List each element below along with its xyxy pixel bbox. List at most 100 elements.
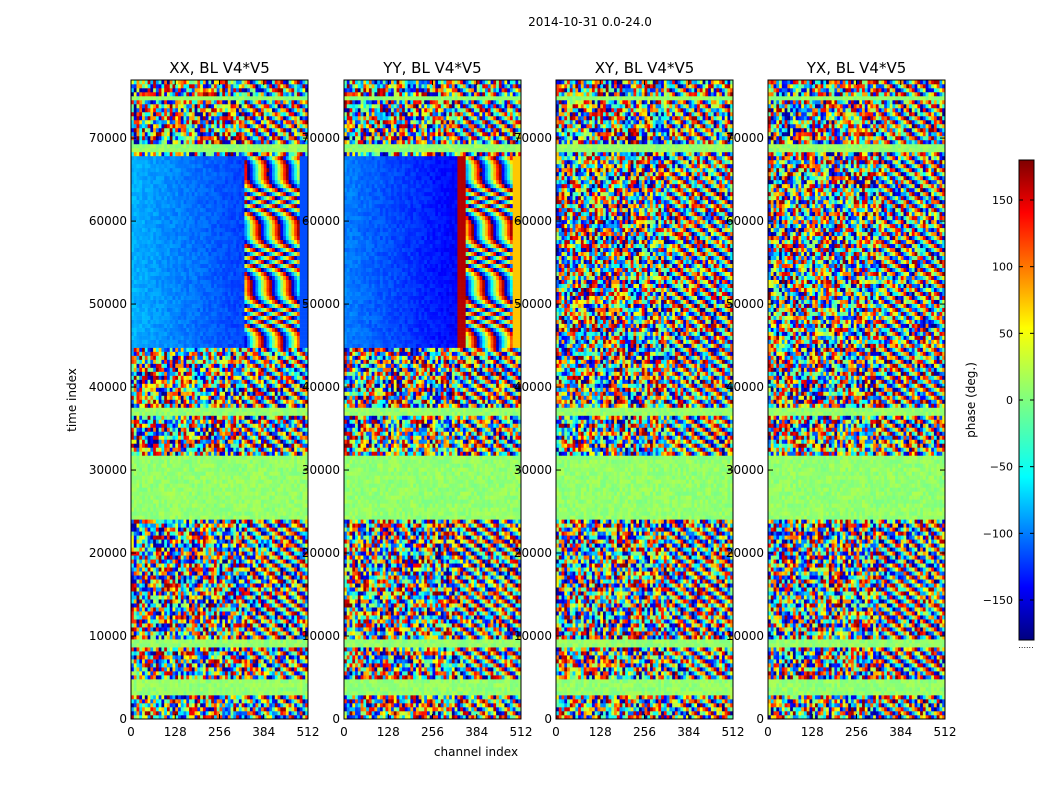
heatmap-cell bbox=[150, 663, 153, 667]
heatmap-cell bbox=[164, 711, 167, 715]
heatmap-cell bbox=[203, 695, 206, 699]
heatmap-cell bbox=[145, 683, 148, 687]
heatmap-cell bbox=[291, 623, 294, 627]
heatmap-cell bbox=[137, 627, 140, 631]
heatmap-cell bbox=[184, 683, 187, 687]
heatmap-cell bbox=[222, 635, 225, 639]
heatmap-cell bbox=[269, 575, 272, 579]
heatmap-cell bbox=[150, 583, 153, 587]
heatmap-cell bbox=[250, 643, 253, 647]
heatmap-cell bbox=[186, 695, 189, 699]
heatmap-cell bbox=[255, 631, 258, 635]
heatmap-cell bbox=[197, 639, 200, 643]
heatmap-cell bbox=[222, 703, 225, 707]
heatmap-cell bbox=[181, 583, 184, 587]
heatmap-cell bbox=[186, 683, 189, 687]
heatmap-cell bbox=[228, 679, 231, 683]
heatmap-cell bbox=[222, 631, 225, 635]
heatmap-cell bbox=[178, 647, 181, 651]
heatmap-cell bbox=[217, 671, 220, 675]
heatmap-cell bbox=[137, 679, 140, 683]
heatmap-cell bbox=[242, 611, 245, 615]
heatmap-cell bbox=[156, 615, 159, 619]
heatmap-cell bbox=[178, 635, 181, 639]
heatmap-cell bbox=[178, 627, 181, 631]
heatmap-cell bbox=[159, 551, 162, 555]
heatmap-cell bbox=[258, 691, 261, 695]
heatmap-cell bbox=[255, 675, 258, 679]
heatmap-cell bbox=[302, 699, 305, 703]
heatmap-cell bbox=[211, 695, 214, 699]
heatmap-cell bbox=[244, 635, 247, 639]
heatmap-cell bbox=[269, 687, 272, 691]
heatmap-cell bbox=[203, 599, 206, 603]
heatmap-cell bbox=[253, 651, 256, 655]
heatmap-cell bbox=[225, 691, 228, 695]
heatmap-cell bbox=[242, 567, 245, 571]
heatmap-cell bbox=[206, 631, 209, 635]
heatmap-cell bbox=[267, 667, 270, 671]
heatmap-cell bbox=[217, 547, 220, 551]
heatmap-cell bbox=[184, 663, 187, 667]
heatmap-cell bbox=[258, 619, 261, 623]
heatmap-cell bbox=[175, 551, 178, 555]
heatmap-cell bbox=[286, 671, 289, 675]
heatmap-cell bbox=[278, 631, 281, 635]
heatmap-cell bbox=[164, 631, 167, 635]
heatmap-cell bbox=[294, 631, 297, 635]
heatmap-cell bbox=[302, 567, 305, 571]
heatmap-cell bbox=[297, 667, 300, 671]
heatmap-cell bbox=[302, 615, 305, 619]
heatmap-cell bbox=[269, 683, 272, 687]
heatmap-cell bbox=[297, 655, 300, 659]
heatmap-cell bbox=[250, 579, 253, 583]
heatmap-cell bbox=[181, 695, 184, 699]
heatmap-cell bbox=[148, 643, 151, 647]
heatmap-cell bbox=[200, 643, 203, 647]
heatmap-cell bbox=[142, 599, 145, 603]
heatmap-cell bbox=[269, 579, 272, 583]
heatmap-cell bbox=[139, 647, 142, 651]
heatmap-cell bbox=[239, 587, 242, 591]
heatmap-cell bbox=[203, 635, 206, 639]
heatmap-cell bbox=[170, 583, 173, 587]
heatmap-cell bbox=[275, 675, 278, 679]
heatmap-cell bbox=[167, 663, 170, 667]
heatmap-cell bbox=[189, 683, 192, 687]
heatmap-cell bbox=[267, 603, 270, 607]
heatmap-cell bbox=[145, 687, 148, 691]
heatmap-cell bbox=[286, 711, 289, 715]
heatmap-cell bbox=[264, 571, 267, 575]
heatmap-cell bbox=[244, 703, 247, 707]
heatmap-cell bbox=[214, 547, 217, 551]
heatmap-cell bbox=[269, 667, 272, 671]
heatmap-cell bbox=[184, 611, 187, 615]
heatmap-cell bbox=[172, 599, 175, 603]
heatmap-cell bbox=[181, 703, 184, 707]
heatmap-cell bbox=[233, 659, 236, 663]
heatmap-cell bbox=[153, 571, 156, 575]
panel-1-heatmap bbox=[131, 80, 308, 719]
heatmap-cell bbox=[214, 707, 217, 711]
heatmap-cell bbox=[178, 579, 181, 583]
heatmap-cell bbox=[300, 643, 303, 647]
heatmap-cell bbox=[184, 635, 187, 639]
heatmap-cell bbox=[134, 667, 137, 671]
heatmap-cell bbox=[278, 711, 281, 715]
heatmap-cell bbox=[261, 667, 264, 671]
heatmap-cell bbox=[250, 667, 253, 671]
heatmap-cell bbox=[170, 571, 173, 575]
heatmap-cell bbox=[291, 635, 294, 639]
heatmap-cell bbox=[153, 655, 156, 659]
heatmap-cell bbox=[184, 571, 187, 575]
heatmap-cell bbox=[258, 627, 261, 631]
heatmap-cell bbox=[250, 591, 253, 595]
heatmap-cell bbox=[297, 671, 300, 675]
heatmap-cell bbox=[208, 615, 211, 619]
heatmap-cell bbox=[233, 607, 236, 611]
heatmap-cell bbox=[203, 619, 206, 623]
heatmap-cell bbox=[178, 607, 181, 611]
heatmap-cell bbox=[233, 591, 236, 595]
heatmap-cell bbox=[184, 603, 187, 607]
heatmap-cell bbox=[278, 663, 281, 667]
